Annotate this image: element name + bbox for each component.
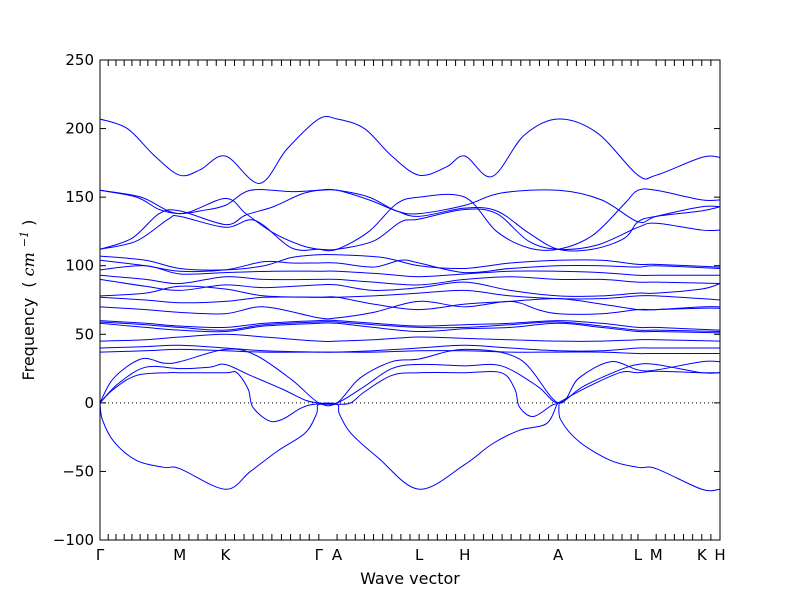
y-axis-label-unit: cm <box>19 252 38 276</box>
band-line-17 <box>99 333 721 343</box>
y-tick-label: 0 <box>84 394 94 412</box>
x-tick-label-A: A <box>553 546 564 564</box>
y-axis-label-text: Frequency <box>19 298 38 381</box>
phonon-bands <box>99 115 721 492</box>
band-line-4 <box>99 188 721 252</box>
y-axis-label-open: ( <box>19 281 38 287</box>
plot-frame <box>99 59 721 541</box>
y-tick-label: −100 <box>53 531 94 549</box>
band-line-18 <box>99 344 720 353</box>
x-tick-label-K: K <box>697 546 708 564</box>
y-tick-label: −50 <box>62 462 94 480</box>
y-axis-label-exp: −1 <box>18 231 31 247</box>
band-line-9 <box>99 274 721 286</box>
x-tick-label-M: M <box>650 546 663 564</box>
x-tick-label-H: H <box>459 546 470 564</box>
band-line-1 <box>99 115 721 184</box>
band-line-3 <box>99 189 721 223</box>
band-line-15 <box>99 321 721 333</box>
band-line-5 <box>99 208 721 251</box>
x-axis-label: Wave vector <box>360 569 460 588</box>
x-tick-label-M: M <box>173 546 186 564</box>
band-line-11 <box>99 285 721 301</box>
band-line-6 <box>99 253 721 271</box>
y-axis-label: Frequency ( cm −1 ) <box>13 220 38 381</box>
y-tick-label: 100 <box>65 257 94 275</box>
band-line-21 <box>99 363 721 405</box>
x-tick-label-Γ: Γ <box>96 546 105 564</box>
band-line-7 <box>99 259 721 274</box>
y-tick-label: 150 <box>65 188 94 206</box>
y-tick-label: 250 <box>65 51 94 69</box>
band-line-13 <box>99 300 721 320</box>
band-line-8 <box>99 265 720 278</box>
y-tick-label: 200 <box>65 120 94 138</box>
band-line-2 <box>99 188 721 252</box>
x-tick-label-Γ: Γ <box>315 546 324 564</box>
band-line-20 <box>99 348 721 407</box>
x-tick-label-L: L <box>634 546 643 564</box>
band-line-14 <box>99 319 721 331</box>
x-tick-label-L: L <box>415 546 424 564</box>
x-tick-label-H: H <box>714 546 725 564</box>
x-tick-label-K: K <box>220 546 231 564</box>
band-line-23 <box>99 402 721 492</box>
band-line-16 <box>99 322 721 334</box>
band-line-22 <box>99 370 721 423</box>
y-axis-ticks: −100 −50 0 50 100 150 200 250 <box>53 51 720 549</box>
x-tick-label-A: A <box>332 546 343 564</box>
band-line-19 <box>99 348 720 355</box>
axes-box <box>99 59 721 541</box>
band-line-12 <box>99 296 721 311</box>
y-axis-label-close: ) <box>19 220 38 226</box>
y-tick-label: 50 <box>75 325 94 343</box>
band-line-10 <box>99 278 721 297</box>
